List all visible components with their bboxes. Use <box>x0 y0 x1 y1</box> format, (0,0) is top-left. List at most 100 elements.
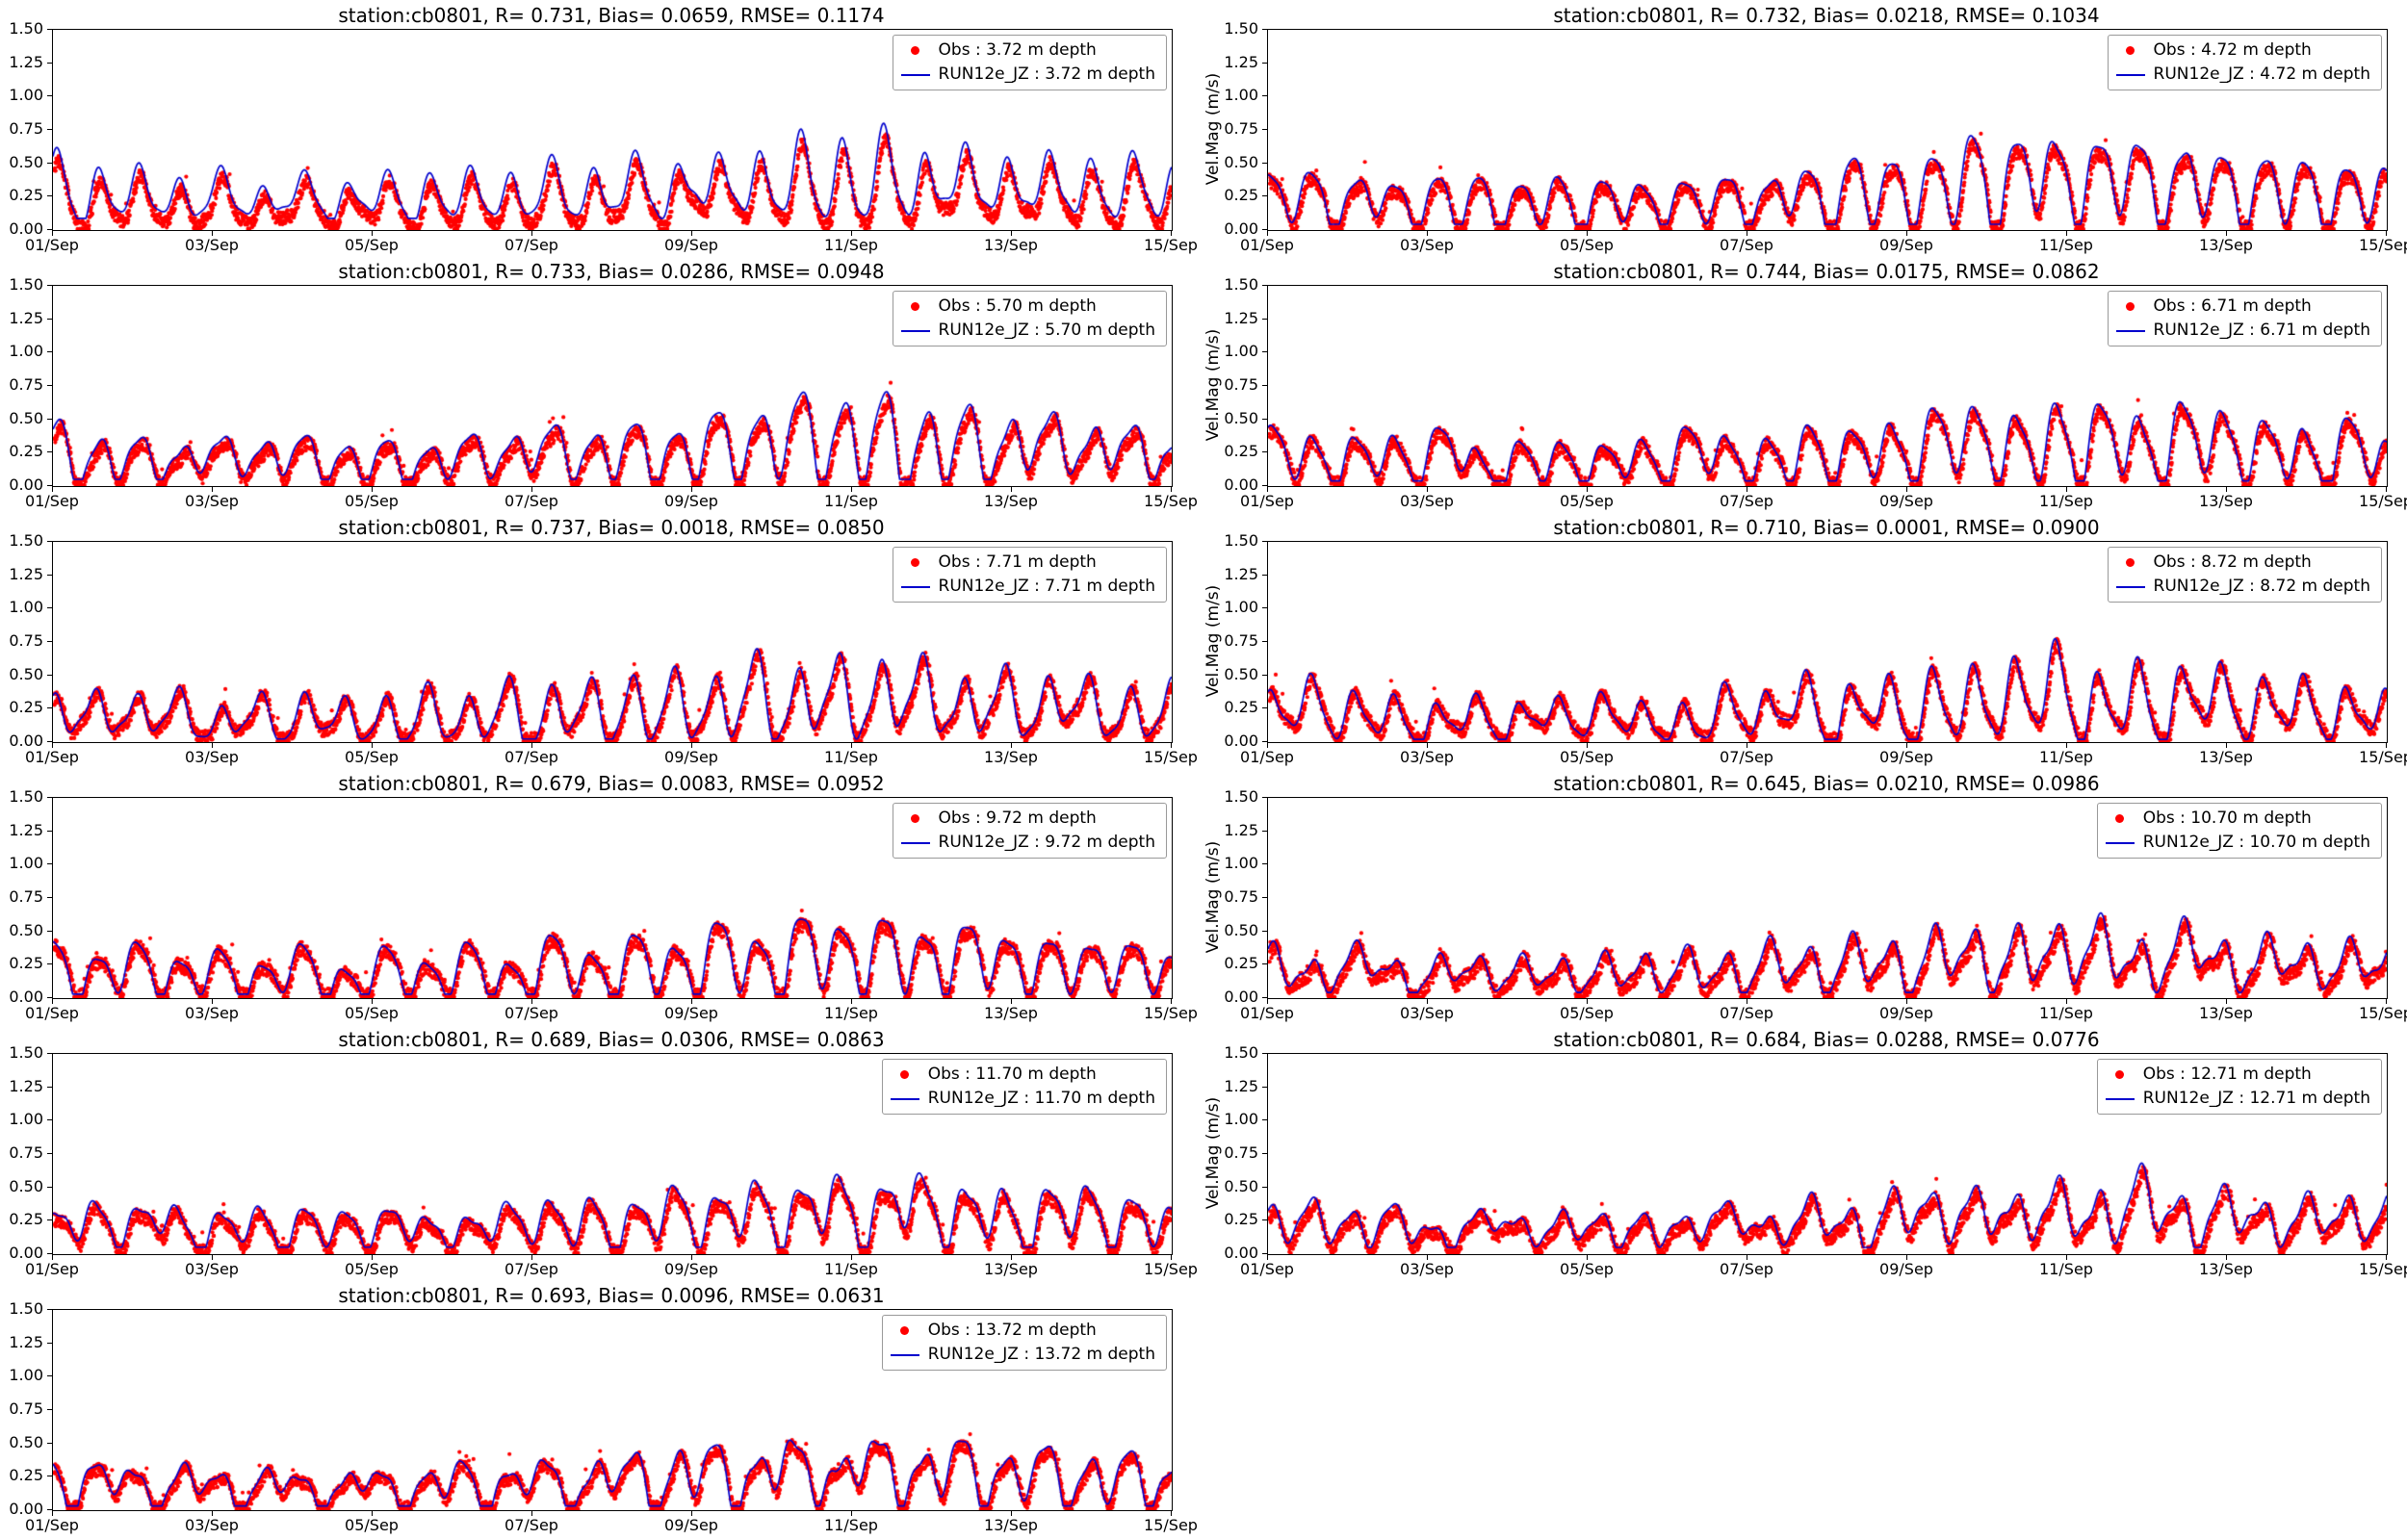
plot-area: Obs : 6.71 m depth RUN12e_JZ : 6.71 m de… <box>1267 285 2388 487</box>
legend-item-model: RUN12e_JZ : 7.71 m depth <box>900 578 1155 596</box>
x-tick-mark <box>531 231 532 236</box>
y-tick-label: 0.00 <box>9 1244 43 1262</box>
y-tick-mark <box>47 1342 52 1344</box>
x-tick-mark <box>2226 231 2227 236</box>
y-tick-label: 0.50 <box>1224 152 1258 171</box>
x-tick-mark <box>1171 1255 1172 1260</box>
x-tick-label: 13/Sep <box>2199 492 2253 510</box>
x-tick-label: 05/Sep <box>345 492 399 510</box>
panel-title: station:cb0801, R= 0.693, Bias= 0.0096, … <box>338 1284 885 1307</box>
x-tick-label: 01/Sep <box>25 236 79 254</box>
x-tick-mark <box>372 487 373 492</box>
y-tick-mark <box>1262 62 1267 64</box>
obs-dot-icon <box>2126 558 2135 567</box>
x-tick-label: 09/Sep <box>1879 748 1933 766</box>
x-tick-label: 13/Sep <box>984 1260 1038 1278</box>
y-tick-mark <box>1262 1186 1267 1188</box>
model-line-icon <box>2105 1097 2135 1100</box>
x-tick-mark <box>531 1255 532 1260</box>
x-tick-mark <box>851 1255 852 1260</box>
legend-item-model: RUN12e_JZ : 5.70 m depth <box>900 321 1155 340</box>
x-tick-label: 13/Sep <box>984 748 1038 766</box>
model-marker-wrap <box>900 841 930 844</box>
x-tick-mark <box>1011 1511 1012 1516</box>
legend-item-obs: Obs : 5.70 m depth <box>901 297 1155 316</box>
x-tick-label: 03/Sep <box>185 492 239 510</box>
x-tick-label: 15/Sep <box>2359 748 2407 766</box>
y-tick-label: 0.50 <box>9 1176 43 1195</box>
chart-panel: station:cb0801, R= 0.733, Bias= 0.0286, … <box>0 256 1204 512</box>
y-tick-label: 0.50 <box>1224 1176 1258 1195</box>
y-tick-mark <box>47 897 52 898</box>
x-tick-mark <box>531 999 532 1004</box>
x-tick-label: 05/Sep <box>1560 1260 1614 1278</box>
x-tick-label: 11/Sep <box>2039 748 2093 766</box>
panel-title: station:cb0801, R= 0.732, Bias= 0.0218, … <box>1553 4 2100 27</box>
y-tick-label: 1.25 <box>1224 564 1258 583</box>
y-tick-mark <box>1262 29 1267 30</box>
y-tick-mark <box>1262 162 1267 164</box>
y-tick-label: 0.75 <box>1224 887 1258 906</box>
legend-label: RUN12e_JZ : 5.70 m depth <box>938 321 1155 340</box>
y-tick-mark <box>47 1086 52 1088</box>
x-tick-mark <box>372 1255 373 1260</box>
y-tick-label: 1.25 <box>1224 52 1258 71</box>
x-tick-mark <box>691 1255 692 1260</box>
x-tick-mark <box>691 999 692 1004</box>
x-tick-mark <box>1587 487 1588 492</box>
x-tick-mark <box>2386 231 2387 236</box>
y-tick-label: 0.25 <box>9 1466 43 1485</box>
y-tick-label: 1.50 <box>1224 787 1258 806</box>
y-tick-mark <box>47 62 52 64</box>
model-marker-wrap <box>890 1097 919 1100</box>
x-tick-mark <box>2226 743 2227 748</box>
x-tick-mark <box>1267 999 1268 1004</box>
legend-label: Obs : 3.72 m depth <box>938 40 1097 60</box>
y-tick-label: 1.25 <box>9 1076 43 1095</box>
plot-area: Obs : 7.71 m depth RUN12e_JZ : 7.71 m de… <box>52 541 1173 743</box>
y-tick-label: 1.00 <box>9 1366 43 1385</box>
x-tick-mark <box>52 231 53 236</box>
x-tick-label: 07/Sep <box>505 492 558 510</box>
x-tick-mark <box>1587 999 1588 1004</box>
chart-panel: station:cb0801, R= 0.689, Bias= 0.0306, … <box>0 1024 1204 1280</box>
y-tick-mark <box>47 541 52 542</box>
obs-marker-wrap <box>901 558 930 567</box>
x-tick-mark <box>212 999 213 1004</box>
x-tick-label: 09/Sep <box>664 492 718 510</box>
x-tick-label: 05/Sep <box>345 1260 399 1278</box>
x-tick-mark <box>851 1511 852 1516</box>
legend-item-model: RUN12e_JZ : 3.72 m depth <box>900 65 1155 84</box>
x-tick-label: 11/Sep <box>824 748 878 766</box>
y-tick-mark <box>1262 641 1267 642</box>
obs-dot-icon <box>911 814 920 823</box>
x-tick-mark <box>1011 743 1012 748</box>
x-tick-label: 09/Sep <box>664 1260 718 1278</box>
y-tick-mark <box>47 930 52 932</box>
x-tick-label: 03/Sep <box>1400 1004 1454 1022</box>
x-tick-mark <box>1171 487 1172 492</box>
x-tick-label: 01/Sep <box>25 1516 79 1534</box>
plot-area: Obs : 10.70 m depth RUN12e_JZ : 10.70 m … <box>1267 797 2388 999</box>
obs-marker-wrap <box>2106 814 2135 823</box>
plot-area: Obs : 13.72 m depth RUN12e_JZ : 13.72 m … <box>52 1309 1173 1511</box>
obs-marker-wrap <box>891 1326 919 1335</box>
y-tick-label: 1.25 <box>9 308 43 327</box>
y-tick-mark <box>1262 674 1267 676</box>
plot-area: Obs : 11.70 m depth RUN12e_JZ : 11.70 m … <box>52 1053 1173 1255</box>
legend: Obs : 12.71 m depth RUN12e_JZ : 12.71 m … <box>2096 1059 2382 1115</box>
x-tick-mark <box>1427 487 1428 492</box>
x-tick-label: 09/Sep <box>664 748 718 766</box>
x-tick-label: 15/Sep <box>2359 1004 2407 1022</box>
legend-label: RUN12e_JZ : 4.72 m depth <box>2153 64 2370 84</box>
y-tick-mark <box>47 863 52 865</box>
x-tick-label: 11/Sep <box>2039 1260 2093 1278</box>
model-marker-wrap <box>2105 841 2135 844</box>
y-tick-mark <box>1262 95 1267 97</box>
x-tick-label: 03/Sep <box>1400 492 1454 510</box>
y-tick-label: 0.25 <box>9 186 43 205</box>
legend-item-obs: Obs : 3.72 m depth <box>901 41 1155 60</box>
y-tick-mark <box>47 385 52 386</box>
x-tick-label: 11/Sep <box>824 1516 878 1534</box>
x-tick-mark <box>531 487 532 492</box>
